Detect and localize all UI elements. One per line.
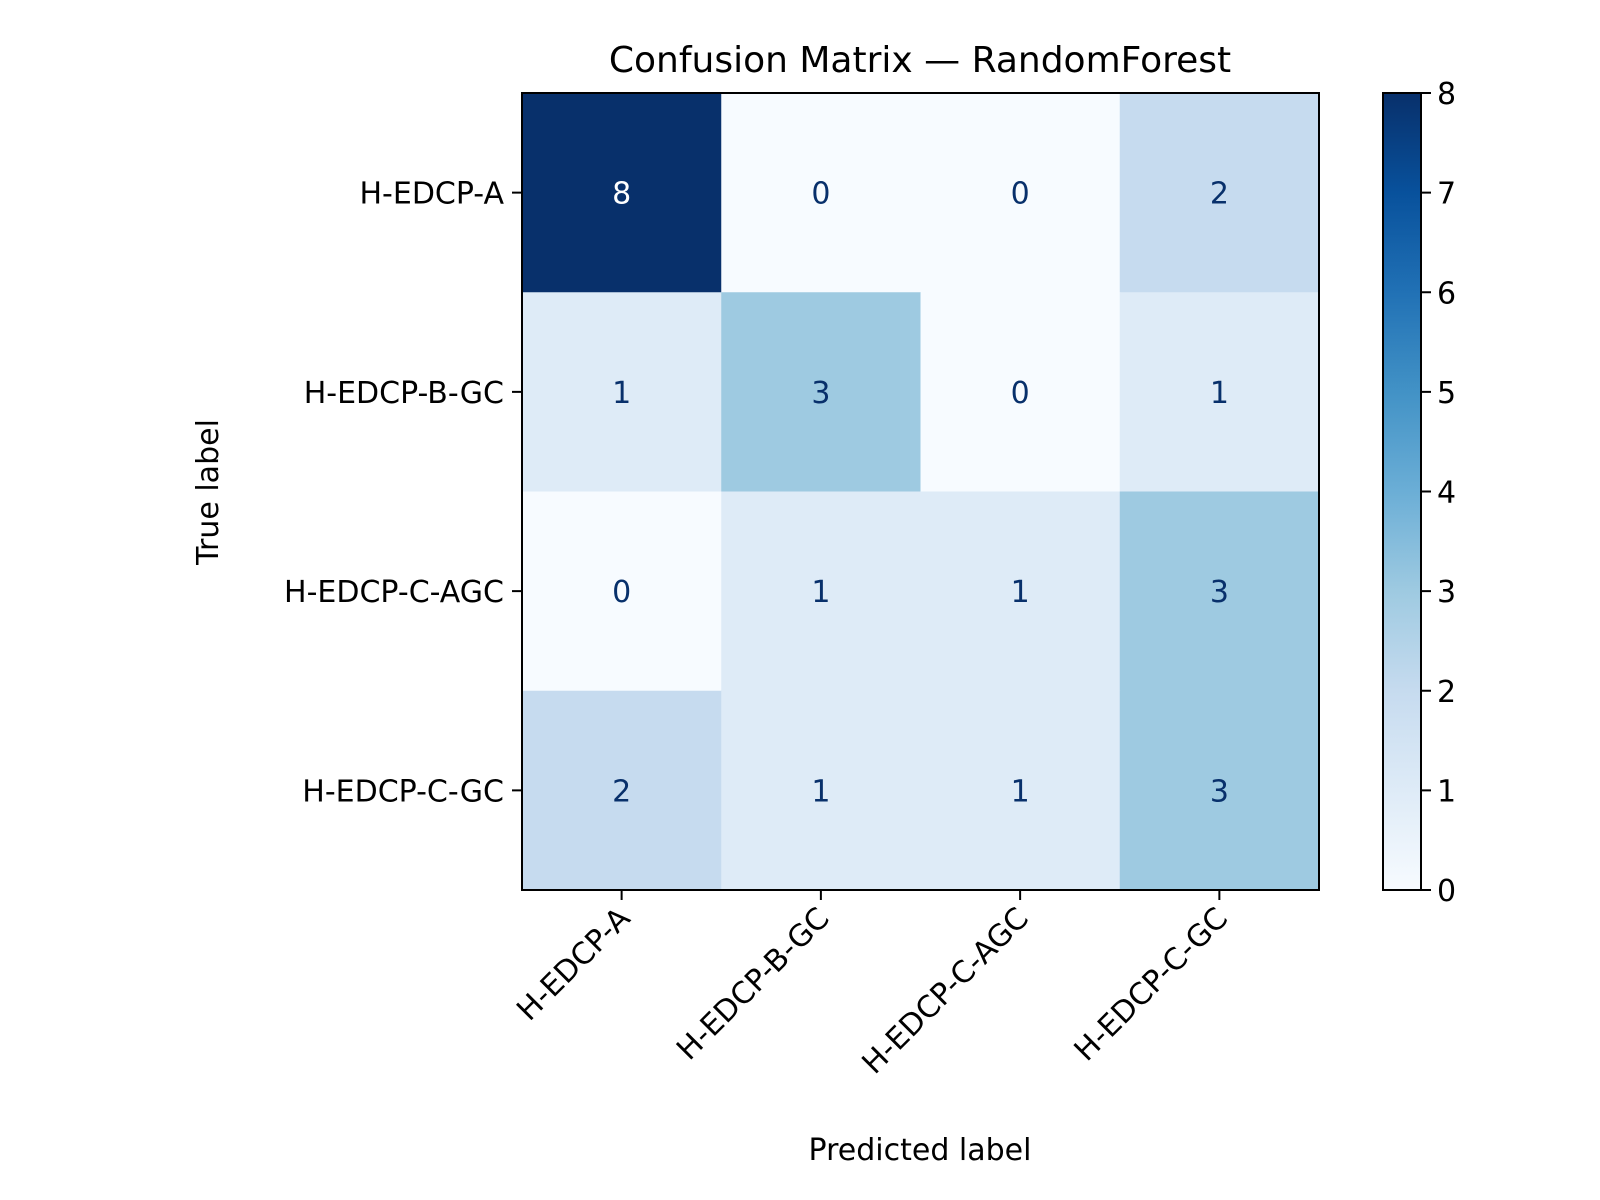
matrix-cell <box>522 491 722 692</box>
y-tick-label: H-EDCP-B-GC <box>304 376 504 411</box>
plot-frame <box>521 92 1320 891</box>
colorbar-tick-label: 5 <box>1437 376 1456 411</box>
matrix-cell <box>1119 690 1320 891</box>
cell-value-label: 1 <box>811 575 830 610</box>
colorbar <box>1382 92 1422 891</box>
cell-value-label: 0 <box>612 575 631 610</box>
colorbar-tick-label: 3 <box>1437 575 1456 610</box>
matrix-cell <box>721 491 921 692</box>
colorbar-tick-label: 8 <box>1437 77 1456 112</box>
matrix-cell <box>920 491 1121 692</box>
x-tick-label: H-EDCP-C-GC <box>1068 901 1235 1068</box>
cell-value-label: 1 <box>612 376 631 411</box>
x-tick-label: H-EDCP-B-GC <box>670 901 836 1067</box>
matrix-cell <box>721 690 921 891</box>
colorbar-tick-label: 1 <box>1437 774 1456 809</box>
matrix-cell <box>522 690 722 891</box>
cell-value-label: 2 <box>612 774 631 809</box>
matrix-cell <box>920 292 1121 492</box>
cell-value-label: 3 <box>811 376 830 411</box>
y-tick-label: H-EDCP-C-GC <box>302 774 504 809</box>
matrix-cell <box>1119 93 1320 293</box>
colorbar-tick-label: 0 <box>1437 874 1456 909</box>
cell-value-label: 1 <box>1011 774 1030 809</box>
matrix-cell <box>522 292 722 492</box>
matrix-cell <box>522 93 722 293</box>
colorbar-tick-label: 7 <box>1437 177 1456 212</box>
colorbar-tick-label: 4 <box>1437 476 1456 511</box>
cell-value-label: 1 <box>1011 575 1030 610</box>
matrix-cell <box>920 93 1121 293</box>
matrix-cell <box>721 93 921 293</box>
y-axis-label: True label <box>191 419 226 566</box>
x-axis-label: Predicted label <box>809 1133 1032 1168</box>
y-axis-ticks: H-EDCP-A H-EDCP-B-GC H-EDCP-C-AGC H-EDCP-C-… <box>284 177 522 809</box>
cell-value-label: 0 <box>1011 376 1030 411</box>
y-tick-label: H-EDCP-C-AGC <box>284 575 504 610</box>
colorbar-ticks: 0 1 2 3 4 5 6 7 8 <box>1421 77 1456 909</box>
cell-value-label: 2 <box>1210 177 1229 212</box>
y-tick-label: H-EDCP-A <box>359 177 504 212</box>
matrix-cell <box>721 292 921 492</box>
colorbar-tick-label: 2 <box>1437 675 1456 710</box>
x-tick-label: H-EDCP-C-AGC <box>856 901 1036 1081</box>
matrix-cells <box>522 93 1320 891</box>
matrix-cell-labels: 8 0 0 2 1 3 0 1 0 1 1 3 2 1 1 3 <box>612 177 1229 810</box>
cell-value-label: 0 <box>811 177 830 212</box>
cell-value-label: 3 <box>1210 575 1229 610</box>
colorbar-tick-label: 6 <box>1437 276 1456 311</box>
cell-value-label: 3 <box>1210 774 1229 809</box>
cell-value-label: 8 <box>612 177 631 212</box>
matrix-cell <box>1119 491 1320 692</box>
x-axis-ticks: H-EDCP-A H-EDCP-B-GC H-EDCP-C-AGC H-EDCP-C-… <box>510 890 1235 1081</box>
matrix-cell <box>920 690 1121 891</box>
matrix-cell <box>1119 292 1320 492</box>
cell-value-label: 1 <box>1210 376 1229 411</box>
cell-value-label: 1 <box>811 774 830 809</box>
cell-value-label: 0 <box>1011 177 1030 212</box>
chart-title: Confusion Matrix — RandomForest <box>609 40 1231 81</box>
x-tick-label: H-EDCP-A <box>510 901 637 1028</box>
